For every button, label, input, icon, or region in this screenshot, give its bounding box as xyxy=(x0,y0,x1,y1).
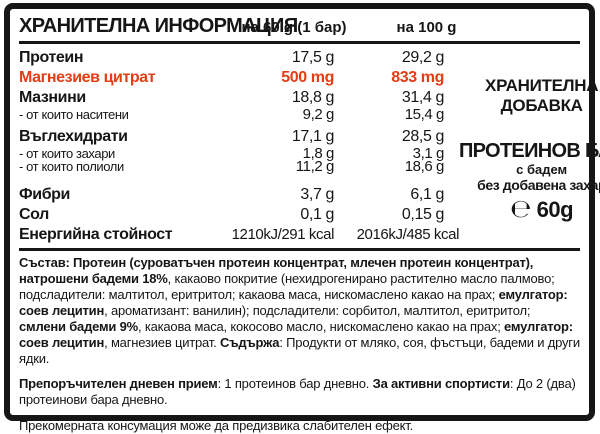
row-value-100g: 31,4 g xyxy=(334,88,459,108)
product-info: ХРАНИТЕЛНА ДОБАВКА ПРОТЕИНОВ БАР с бадем… xyxy=(459,46,600,245)
text-segment: , магнезиев цитрат. xyxy=(104,335,220,350)
header-divider xyxy=(19,41,580,44)
product-name: ПРОТЕИНОВ БАР xyxy=(459,140,600,163)
supplement-type-label: ХРАНИТЕЛНА ДОБАВКА xyxy=(459,76,600,116)
net-weight: ℮ 60g xyxy=(459,194,600,223)
row-label: Протеин xyxy=(19,48,209,68)
row-value-100g: 6,1 g xyxy=(334,185,459,205)
column-header-60g: на 60 g (1 бар) xyxy=(224,19,364,36)
row-value-100g: 2016kJ/485 kcal xyxy=(334,225,459,245)
row-label: Сол xyxy=(19,205,209,225)
product-subtitle-almond: с бадем xyxy=(459,163,600,177)
text-segment: , ароматизант: ванилин); подсладители: с… xyxy=(104,303,530,318)
row-label: - от които полиоли xyxy=(19,160,209,173)
row-label: Мазнини xyxy=(19,88,209,108)
table-title: ХРАНИТЕЛНА ИНФОРМАЦИЯ xyxy=(19,15,224,38)
row-value-60g: 18,8 g xyxy=(209,88,334,108)
daily-intake-paragraph: Препоръчителен дневен прием: 1 протеинов… xyxy=(19,376,580,408)
row-label: Енергийна стойност xyxy=(19,225,209,245)
table-header: ХРАНИТЕЛНА ИНФОРМАЦИЯ на 60 g (1 бар) на… xyxy=(19,15,580,38)
row-value-60g: 17,1 g xyxy=(209,127,334,147)
row-label: Магнезиев цитрат xyxy=(19,68,209,88)
row-value-100g: 833 mg xyxy=(334,68,459,88)
table-bottom-divider xyxy=(19,248,580,251)
row-label: Фибри xyxy=(19,185,209,205)
row-value-60g: 9,2 g xyxy=(209,108,334,121)
row-value-100g: 29,2 g xyxy=(334,48,459,68)
row-value-100g: 18,6 g xyxy=(334,160,459,173)
row-label: - от които наситени xyxy=(19,108,209,121)
row-label: Въглехидрати xyxy=(19,127,209,147)
net-weight-value: 60g xyxy=(537,197,573,222)
row-value-60g: 1210kJ/291 kcal xyxy=(209,225,334,245)
row-value-60g: 500 mg xyxy=(209,68,334,88)
nutrition-label: ХРАНИТЕЛНА ИНФОРМАЦИЯ на 60 g (1 бар) на… xyxy=(4,3,595,421)
row-value-100g: 15,4 g xyxy=(334,108,459,121)
product-subtitle-no-sugar: без добавена захар xyxy=(459,177,600,193)
row-value-60g: 0,1 g xyxy=(209,205,334,225)
text-segment: , какаова маса, кокосово масло, нискомас… xyxy=(138,319,504,334)
text-segment: : 1 протеинов бар дневно. xyxy=(218,376,373,391)
text-segment-bold: За активни спортисти xyxy=(373,376,510,391)
row-value-100g: 28,5 g xyxy=(334,127,459,147)
text-segment-bold: смлени бадеми 9% xyxy=(19,319,138,334)
text-segment-bold: Съдържа xyxy=(220,335,279,350)
row-value-60g: 17,5 g xyxy=(209,48,334,68)
text-segment-bold: Препоръчителен дневен прием xyxy=(19,376,218,391)
column-header-100g: на 100 g xyxy=(364,19,489,36)
row-value-60g: 11,2 g xyxy=(209,160,334,173)
ingredients-paragraph: Състав: Протеин (суроватъчен протеин кон… xyxy=(19,255,580,367)
laxative-warning: Прекомерната консумация може да предизви… xyxy=(19,418,580,434)
estimated-symbol-icon: ℮ xyxy=(510,194,531,223)
row-value-60g: 3,7 g xyxy=(209,185,334,205)
row-value-100g: 0,15 g xyxy=(334,205,459,225)
